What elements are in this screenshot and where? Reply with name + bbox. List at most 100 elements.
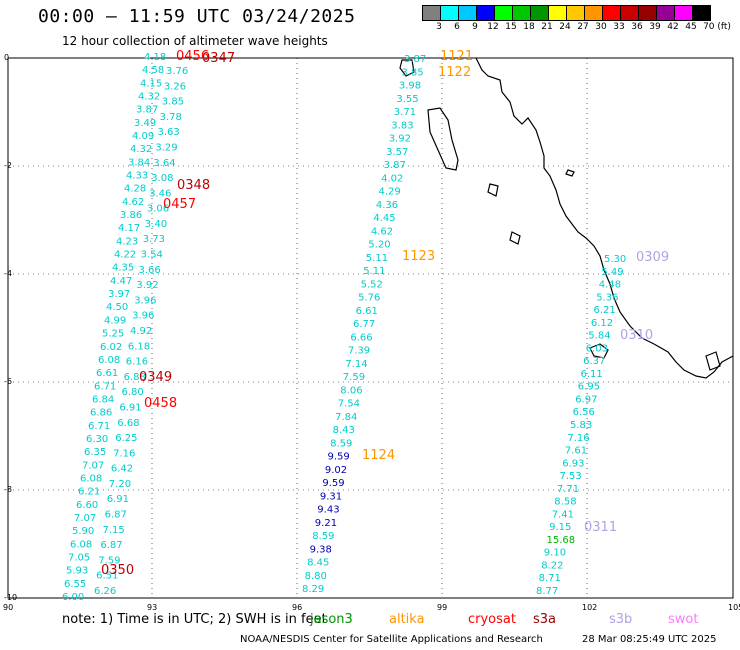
wave-height-value: 6.21: [594, 305, 616, 316]
longitude-label: 93: [147, 603, 157, 612]
wave-height-value: 5.20: [368, 240, 390, 251]
colorbar-tick-label: 70 (ft): [703, 22, 731, 32]
wave-height-value: 9.38: [310, 544, 332, 555]
wave-height-value: 4.50: [106, 302, 128, 313]
wave-height-value: 6.87: [105, 510, 127, 521]
wave-height-value: 3.08: [151, 173, 173, 184]
colorbar-tick-label: 24: [559, 22, 571, 32]
longitude-label: 105: [728, 603, 740, 612]
coastline-island-enggano: [589, 343, 609, 359]
legend-entry-jason3: jason3: [310, 612, 353, 627]
wave-height-value: 6.95: [578, 382, 600, 393]
wave-height-value: 7.39: [348, 346, 370, 357]
colorbar-tick-label: 45: [685, 22, 697, 32]
wave-height-value: 4.32: [138, 92, 160, 103]
colorbar-tick-label: 12: [487, 22, 499, 32]
wave-height-value: 3.78: [160, 112, 182, 123]
wave-height-value: 6.56: [573, 407, 595, 418]
altimeter-tracks: 4.18 4.58 4.15 4.32 3.87 3.49 4.09 4.32 3.84 4.33…: [62, 49, 669, 603]
pass-time-label: 1121: [440, 49, 473, 64]
wave-height-value: 6.55: [64, 579, 86, 590]
wave-height-value: 6.35: [84, 447, 106, 458]
latitude-label: -10: [4, 593, 17, 602]
wave-height-value: 9.21: [315, 518, 337, 529]
wave-height-value: 4.62: [122, 197, 144, 208]
wave-height-value: 3.98: [399, 81, 421, 92]
wave-height-value: 3.76: [166, 66, 188, 77]
wave-height-value: 4.22: [114, 250, 136, 261]
colorbar-tick-label: 42: [667, 22, 679, 32]
wave-height-value: 5.52: [361, 279, 383, 290]
wave-height-value: 4.47: [110, 276, 132, 287]
wave-height-value: 6.42: [111, 464, 133, 475]
wave-height-value: 4.35: [112, 263, 134, 274]
wave-height-value: 8.45: [307, 558, 329, 569]
wave-height-value: 5.30: [604, 254, 626, 265]
wave-height-value: 6.88: [124, 372, 146, 383]
wave-height-value: 7.15: [103, 525, 125, 536]
wave-height-value: 7.07: [82, 460, 104, 471]
pass-time-label: 0309: [636, 250, 669, 265]
wave-height-value: 6.16: [126, 357, 148, 368]
colorbar-tick-label: 39: [649, 22, 661, 32]
colorbar: [422, 5, 711, 21]
graticule: [8, 58, 733, 598]
wave-height-value: 6.03: [586, 343, 608, 354]
wave-height-value: 5.11: [366, 253, 388, 264]
wave-height-value: 6.97: [575, 395, 597, 406]
wave-height-value: 8.06: [340, 385, 362, 396]
wave-height-value: 6.21: [78, 487, 100, 498]
pass-time-label: 0349: [139, 370, 172, 385]
wave-height-value: 7.84: [335, 412, 357, 423]
wave-height-value: 7.59: [98, 555, 120, 566]
wave-height-value: 4.02: [381, 173, 403, 184]
wave-height-value: 4.58: [142, 65, 164, 76]
legend-entry-altika: altika: [389, 612, 425, 627]
coastline-island-small-1: [487, 183, 499, 197]
wave-height-value: 7.71: [557, 484, 579, 495]
coastline-sumatra: [475, 57, 734, 379]
wave-height-value: 3.63: [158, 127, 180, 138]
wave-height-value: 9.15: [549, 522, 571, 533]
coastline-island-siberut: [427, 107, 459, 171]
wave-height-value: 9.10: [544, 548, 566, 559]
pass-time-label: 0311: [584, 520, 617, 535]
wave-height-value: 4.28: [124, 184, 146, 195]
latitude-label: -4: [4, 269, 12, 278]
latitude-label: -2: [4, 161, 12, 170]
wave-height-value: 7.59: [343, 372, 365, 383]
wave-height-value: 3.87: [136, 105, 158, 116]
wave-height-value: 3.86: [120, 210, 142, 221]
wave-height-value: 7.16: [113, 448, 135, 459]
wave-height-value: 4.32: [130, 144, 152, 155]
wave-height-value: 4.45: [373, 213, 395, 224]
wave-height-value: 6.61: [356, 306, 378, 317]
coastline-island-small-2: [565, 169, 575, 177]
wave-height-value: 8.43: [333, 425, 355, 436]
wave-height-value: 3.87: [404, 54, 426, 65]
wave-height-value: 6.93: [562, 458, 584, 469]
wave-height-value: 3.92: [389, 134, 411, 145]
wave-height-value: 3.64: [153, 158, 175, 169]
latitude-label: 0: [4, 53, 9, 62]
legend-entry-s3a: s3a: [533, 612, 557, 627]
colorbar-tick-label: 9: [472, 22, 478, 32]
wave-height-value: 6.02: [100, 342, 122, 353]
footer-note: note: 1) Time is in UTC; 2) SWH is in fe…: [62, 612, 327, 627]
colorbar-tick-label: 18: [523, 22, 535, 32]
pass-time-label: 0458: [144, 396, 177, 411]
longitude-label: 90: [3, 603, 13, 612]
wave-height-value: 6.77: [353, 319, 375, 330]
wave-height-value: 3.66: [139, 265, 161, 276]
wave-height-value: 4.36: [376, 200, 398, 211]
wave-height-value: 3.06: [147, 204, 169, 215]
wave-height-value: 9.31: [320, 491, 342, 502]
wave-height-value: 4.92: [130, 326, 152, 337]
wave-height-value: 3.73: [143, 234, 165, 245]
wave-height-value: 3.26: [164, 81, 186, 92]
wave-height-value: 6.08: [70, 539, 92, 550]
wave-height-value: 6.80: [122, 387, 144, 398]
wave-height-value: 3.85: [162, 97, 184, 108]
wave-height-value: 5.36: [596, 292, 618, 303]
colorbar-tick-label: 33: [613, 22, 625, 32]
